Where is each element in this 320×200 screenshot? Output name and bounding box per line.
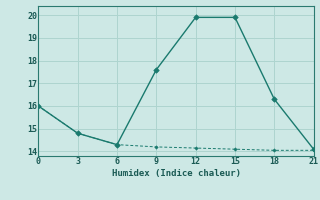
X-axis label: Humidex (Indice chaleur): Humidex (Indice chaleur) bbox=[111, 169, 241, 178]
